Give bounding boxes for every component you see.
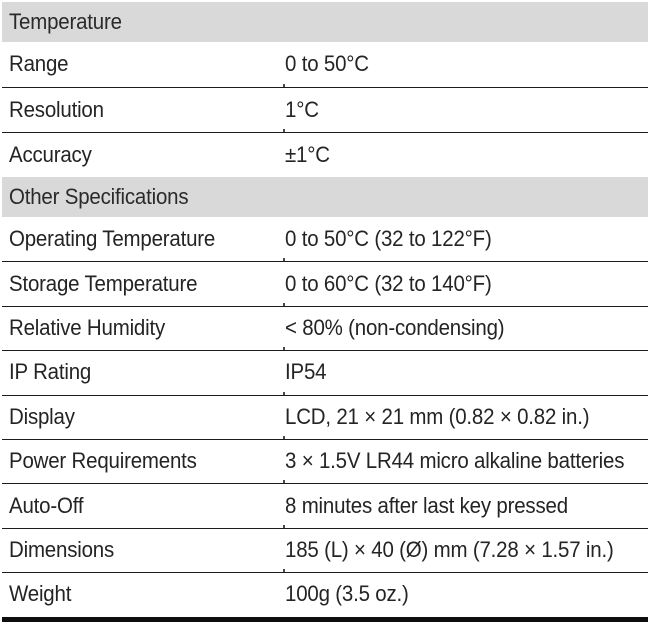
spec-value: 8 minutes after last key pressed <box>285 494 568 518</box>
spec-label: Operating Temperature <box>9 227 216 251</box>
spec-value-cell: ±1°C <box>285 144 648 167</box>
spec-label-cell: Operating Temperature <box>2 228 285 251</box>
table-row-storage-temperature: Storage Temperature 0 to 60°C (32 to 140… <box>2 258 648 305</box>
section-header-temperature: Temperature <box>2 2 648 42</box>
spec-value-cell: 1°C <box>285 99 648 122</box>
spec-value: IP54 <box>285 361 327 385</box>
section-title: Other Specifications <box>9 184 189 209</box>
spec-value-cell: 0 to 50°C <box>285 53 648 76</box>
spec-label-cell: Storage Temperature <box>2 273 285 296</box>
spec-label: Accuracy <box>9 143 92 167</box>
spec-label-cell: Range <box>2 53 285 76</box>
spec-value: 185 (L) × 40 (Ø) mm (7.28 × 1.57 in.) <box>285 538 614 562</box>
spec-value: < 80% (non-condensing) <box>285 316 505 340</box>
spec-value: LCD, 21 × 21 mm (0.82 × 0.82 in.) <box>285 405 590 429</box>
section-title: Temperature <box>9 9 122 34</box>
spec-value-cell: 185 (L) × 40 (Ø) mm (7.28 × 1.57 in.) <box>285 539 648 562</box>
table-row-dimensions: Dimensions 185 (L) × 40 (Ø) mm (7.28 × 1… <box>2 524 648 572</box>
spec-value-cell: 0 to 60°C (32 to 140°F) <box>285 273 648 296</box>
spec-value: 0 to 50°C <box>285 53 369 76</box>
table-row-operating-temperature: Operating Temperature 0 to 50°C (32 to 1… <box>2 217 648 261</box>
spec-label: Auto-Off <box>9 494 84 518</box>
table-row-relative-humidity: Relative Humidity < 80% (non-condensing) <box>2 302 648 350</box>
spec-label: IP Rating <box>9 361 92 385</box>
spec-value: 3 × 1.5V LR44 micro alkaline batteries <box>285 450 625 474</box>
table-bottom-border <box>2 616 648 622</box>
table-row-power-requirements: Power Requirements 3 × 1.5V LR44 micro a… <box>2 435 648 483</box>
table-row-ip-rating: IP Rating IP54 <box>2 347 648 394</box>
spec-label-cell: Weight <box>2 583 285 606</box>
spec-label-cell: Relative Humidity <box>2 317 285 340</box>
table-row-accuracy: Accuracy ±1°C <box>2 129 648 177</box>
spec-label-cell: Dimensions <box>2 539 285 562</box>
spec-label: Storage Temperature <box>9 272 198 296</box>
spec-value-cell: LCD, 21 × 21 mm (0.82 × 0.82 in.) <box>285 406 648 429</box>
table-row-range: Range 0 to 50°C <box>2 42 648 87</box>
spec-label: Relative Humidity <box>9 316 166 340</box>
spec-label-cell: Auto-Off <box>2 495 285 518</box>
spec-value-cell: 8 minutes after last key pressed <box>285 495 648 518</box>
spec-value: 100g (3.5 oz.) <box>285 583 409 607</box>
spec-label: Dimensions <box>9 538 115 562</box>
spec-label: Range <box>9 53 69 76</box>
spec-label-cell: Display <box>2 406 285 429</box>
spec-label: Weight <box>9 583 72 607</box>
spec-label-cell: Resolution <box>2 99 285 122</box>
spec-label-cell: Power Requirements <box>2 450 285 473</box>
spec-value: 0 to 50°C (32 to 122°F) <box>285 227 492 251</box>
spec-label: Display <box>9 405 75 429</box>
spec-value: 1°C <box>285 98 319 122</box>
table-row-resolution: Resolution 1°C <box>2 84 648 132</box>
table-row-auto-off: Auto-Off 8 minutes after last key presse… <box>2 480 648 527</box>
spec-value: 0 to 60°C (32 to 140°F) <box>285 272 492 296</box>
table-row-display: Display LCD, 21 × 21 mm (0.82 × 0.82 in.… <box>2 391 648 439</box>
spec-value-cell: 3 × 1.5V LR44 micro alkaline batteries <box>285 450 648 473</box>
section-header-other-specifications: Other Specifications <box>2 177 648 217</box>
spec-label-cell: IP Rating <box>2 361 285 384</box>
spec-value-cell: 100g (3.5 oz.) <box>285 583 648 606</box>
spec-value-cell: 0 to 50°C (32 to 122°F) <box>285 228 648 251</box>
spec-value-cell: IP54 <box>285 361 648 384</box>
table-row-weight: Weight 100g (3.5 oz.) <box>2 569 648 616</box>
spec-label-cell: Accuracy <box>2 144 285 167</box>
spec-value: ±1°C <box>285 143 330 167</box>
spec-value-cell: < 80% (non-condensing) <box>285 317 648 340</box>
spec-label: Resolution <box>9 98 104 122</box>
spec-label: Power Requirements <box>9 450 197 474</box>
